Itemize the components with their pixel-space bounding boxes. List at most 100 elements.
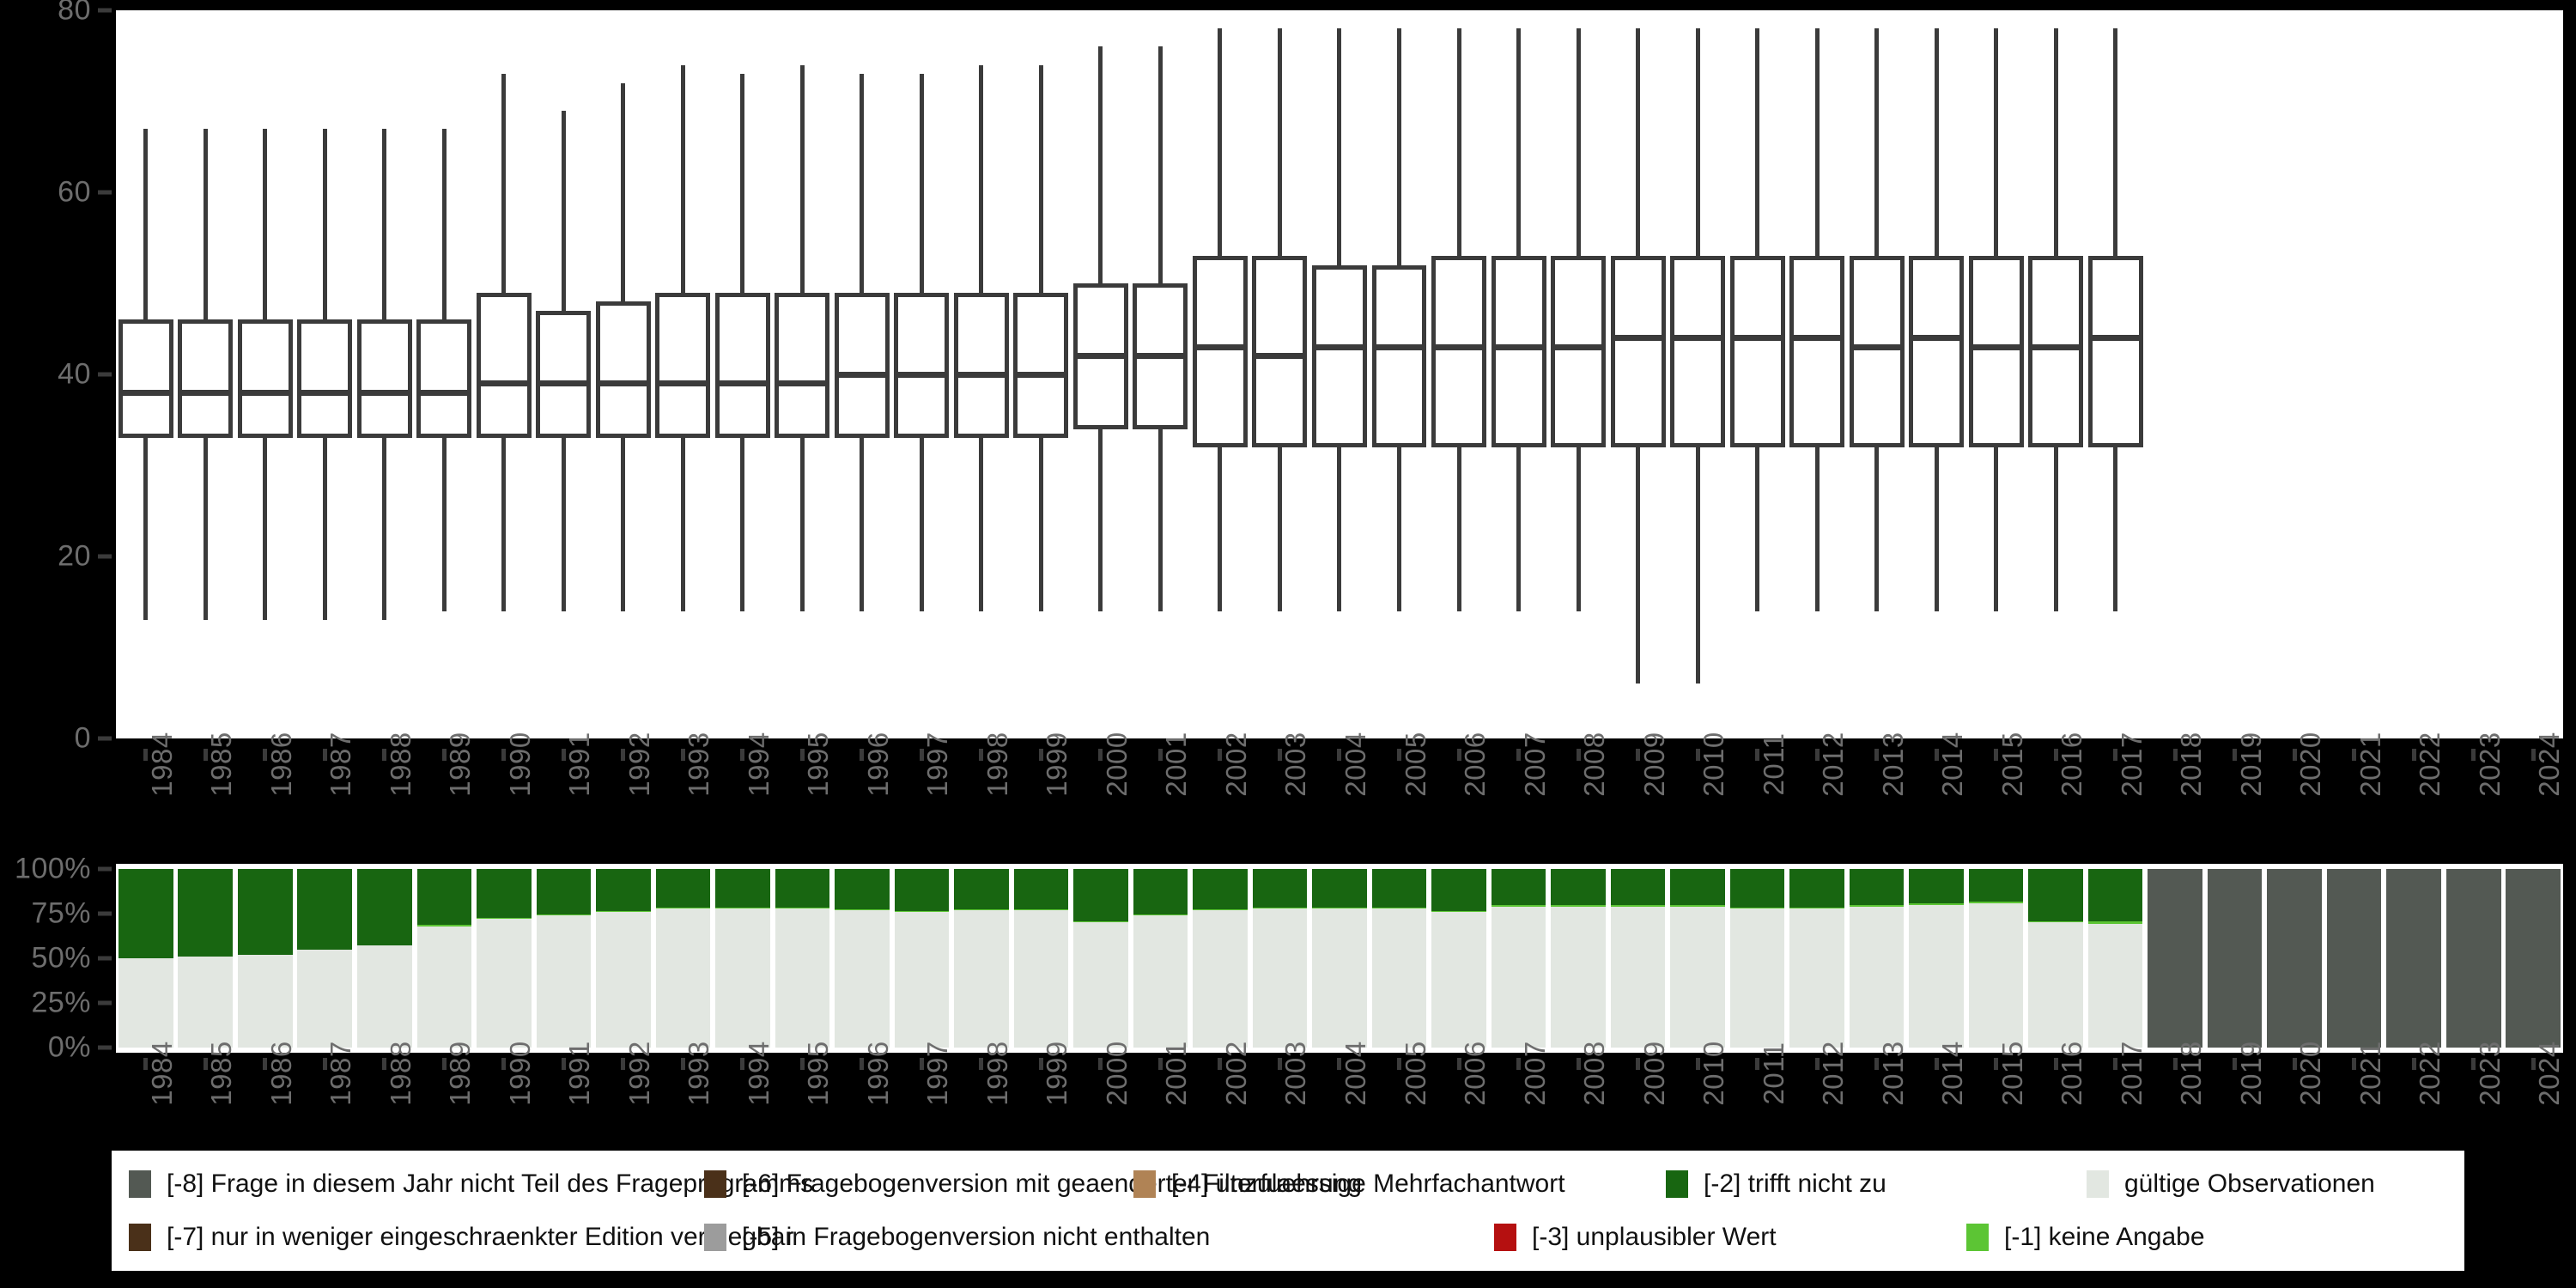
legend-item-minus7[interactable]: [-7] nur in weniger eingeschraenkter Edi… [129,1223,793,1252]
x-axis-tick [1098,1058,1103,1070]
stacked-bar [2267,869,2322,1048]
legend-item-minus2[interactable]: [-2] trifft nicht zu [1666,1170,1886,1199]
upper-whisker [1218,28,1223,257]
lower-whisker [1397,447,1401,611]
x-axis-label: 2007 [1518,1041,1551,1106]
lower-whisker [1277,447,1282,611]
x-axis-tick-group: 1984 [116,1041,178,1170]
stacked-bar [1431,869,1486,1048]
x-axis-label: 2015 [1996,732,2028,797]
x-axis-label: 2004 [1339,732,1371,797]
x-axis-label: 2023 [2473,1041,2506,1106]
bar-segment-minus1 [894,910,950,912]
x-axis-tick [1874,749,1880,761]
x-axis-tick [143,1058,149,1070]
x-axis-tick-group: 1997 [892,732,953,860]
upper-whisker [1814,28,1820,257]
x-axis-tick-group: 1997 [892,1041,953,1170]
bar-segment-minus2 [1789,869,1844,908]
bar-segment-minus1 [2087,921,2143,925]
x-axis-label: 1998 [981,1041,1013,1106]
median-line [356,389,412,396]
legend-label: [-1] keine Angabe [2004,1223,2205,1251]
stacked-bar [1013,869,1069,1048]
bar-segment-minus8 [2148,869,2202,1048]
upper-whisker [2113,28,2118,257]
x-axis-tick [2233,1058,2238,1070]
x-axis-tick [1277,749,1282,761]
boxplot-box [1787,10,1847,738]
legend-item-minus3[interactable]: [-3] unplausibler Wert [1494,1223,1777,1252]
x-axis-tick [2530,1058,2536,1070]
x-axis-tick-group: 1988 [355,1041,416,1170]
upper-whisker [740,74,745,293]
x-axis-tick [2292,749,2297,761]
x-axis-tick [2172,1058,2178,1070]
box-iqr [1312,264,1367,447]
x-axis-label: 1988 [384,1041,416,1106]
x-axis-tick-group: 2010 [1668,1041,1729,1170]
bar-segment-valid [2087,924,2143,1048]
x-axis-label: 1985 [205,732,238,797]
boxplot-box [176,10,236,738]
x-axis-tick [1516,749,1522,761]
x-axis-tick [1397,1058,1401,1070]
x-axis-label: 2024 [2533,732,2566,797]
y-axis-tick [98,736,112,741]
x-axis-label: 1987 [325,1041,357,1106]
lower-whisker [1337,447,1342,611]
x-axis-tick [2471,1058,2476,1070]
x-axis-tick-group: 1995 [773,732,834,860]
stacked-bar-plot-area [116,864,2563,1053]
legend-label: gültige Observationen [2124,1170,2375,1198]
upper-whisker [501,74,507,293]
bar-segment-minus2 [715,869,770,908]
bar-segment-valid [1431,911,1486,1048]
x-axis-tick [203,749,208,761]
x-axis-tick-group: 1985 [176,1041,237,1170]
bar-segment-valid [835,909,890,1048]
bar-segment-minus8 [2267,869,2322,1048]
bar-segment-minus2 [894,869,950,911]
x-axis-tick-group: 1987 [295,1041,356,1170]
bar-segment-valid [536,915,592,1048]
stacked-bar [2326,869,2382,1048]
legend-item-minus5[interactable]: [-5] in Fragebogenversion nicht enthalte… [704,1223,1210,1252]
legend-item-minus1[interactable]: [-1] keine Angabe [1966,1223,2205,1252]
upper-whisker [1456,28,1461,257]
legend-item-minus6[interactable]: [-6] Fragebogenversion mit geaenderter F… [704,1170,1362,1199]
x-axis-label: 2021 [2354,1041,2386,1106]
lower-whisker [322,438,327,621]
x-axis-label: 2007 [1518,732,1551,797]
legend-item-valid[interactable]: gültige Observationen [2087,1170,2375,1199]
upper-whisker [1516,28,1522,257]
x-axis-tick-group: 2019 [2205,1041,2267,1170]
boxplot-box [773,10,833,738]
median-line [1072,353,1128,360]
x-axis-tick [1695,749,1700,761]
stacked-bar [237,869,293,1048]
legend-item-minus4[interactable]: [-4] unzulaessige Mehrfachantwort [1133,1170,1565,1199]
lower-whisker [1516,447,1522,611]
x-axis-tick-group: 2004 [1309,1041,1371,1170]
x-axis-tick [2113,1058,2118,1070]
x-axis-tick-group: 1992 [593,1041,655,1170]
x-axis-label: 2020 [2294,1041,2327,1106]
x-axis-tick [1397,749,1401,761]
bar-segment-valid [1849,906,1905,1048]
upper-whisker [1277,28,1282,257]
x-axis-label: 2017 [2115,732,2148,797]
median-line [1909,335,1965,342]
boxplot-box [1071,10,1131,738]
x-axis-label: 2023 [2473,732,2506,797]
x-axis-label: 2016 [2056,732,2088,797]
lower-whisker [919,438,924,611]
box-iqr [1610,256,1666,447]
lower-whisker [1456,447,1461,611]
bar-segment-minus2 [775,869,830,908]
x-axis-label: 2018 [2175,1041,2208,1106]
x-axis-label: 2014 [1936,1041,1969,1106]
x-axis-label: 2013 [1876,732,1909,797]
stacked-bar [2087,869,2143,1048]
boxplot-box [1966,10,2026,738]
